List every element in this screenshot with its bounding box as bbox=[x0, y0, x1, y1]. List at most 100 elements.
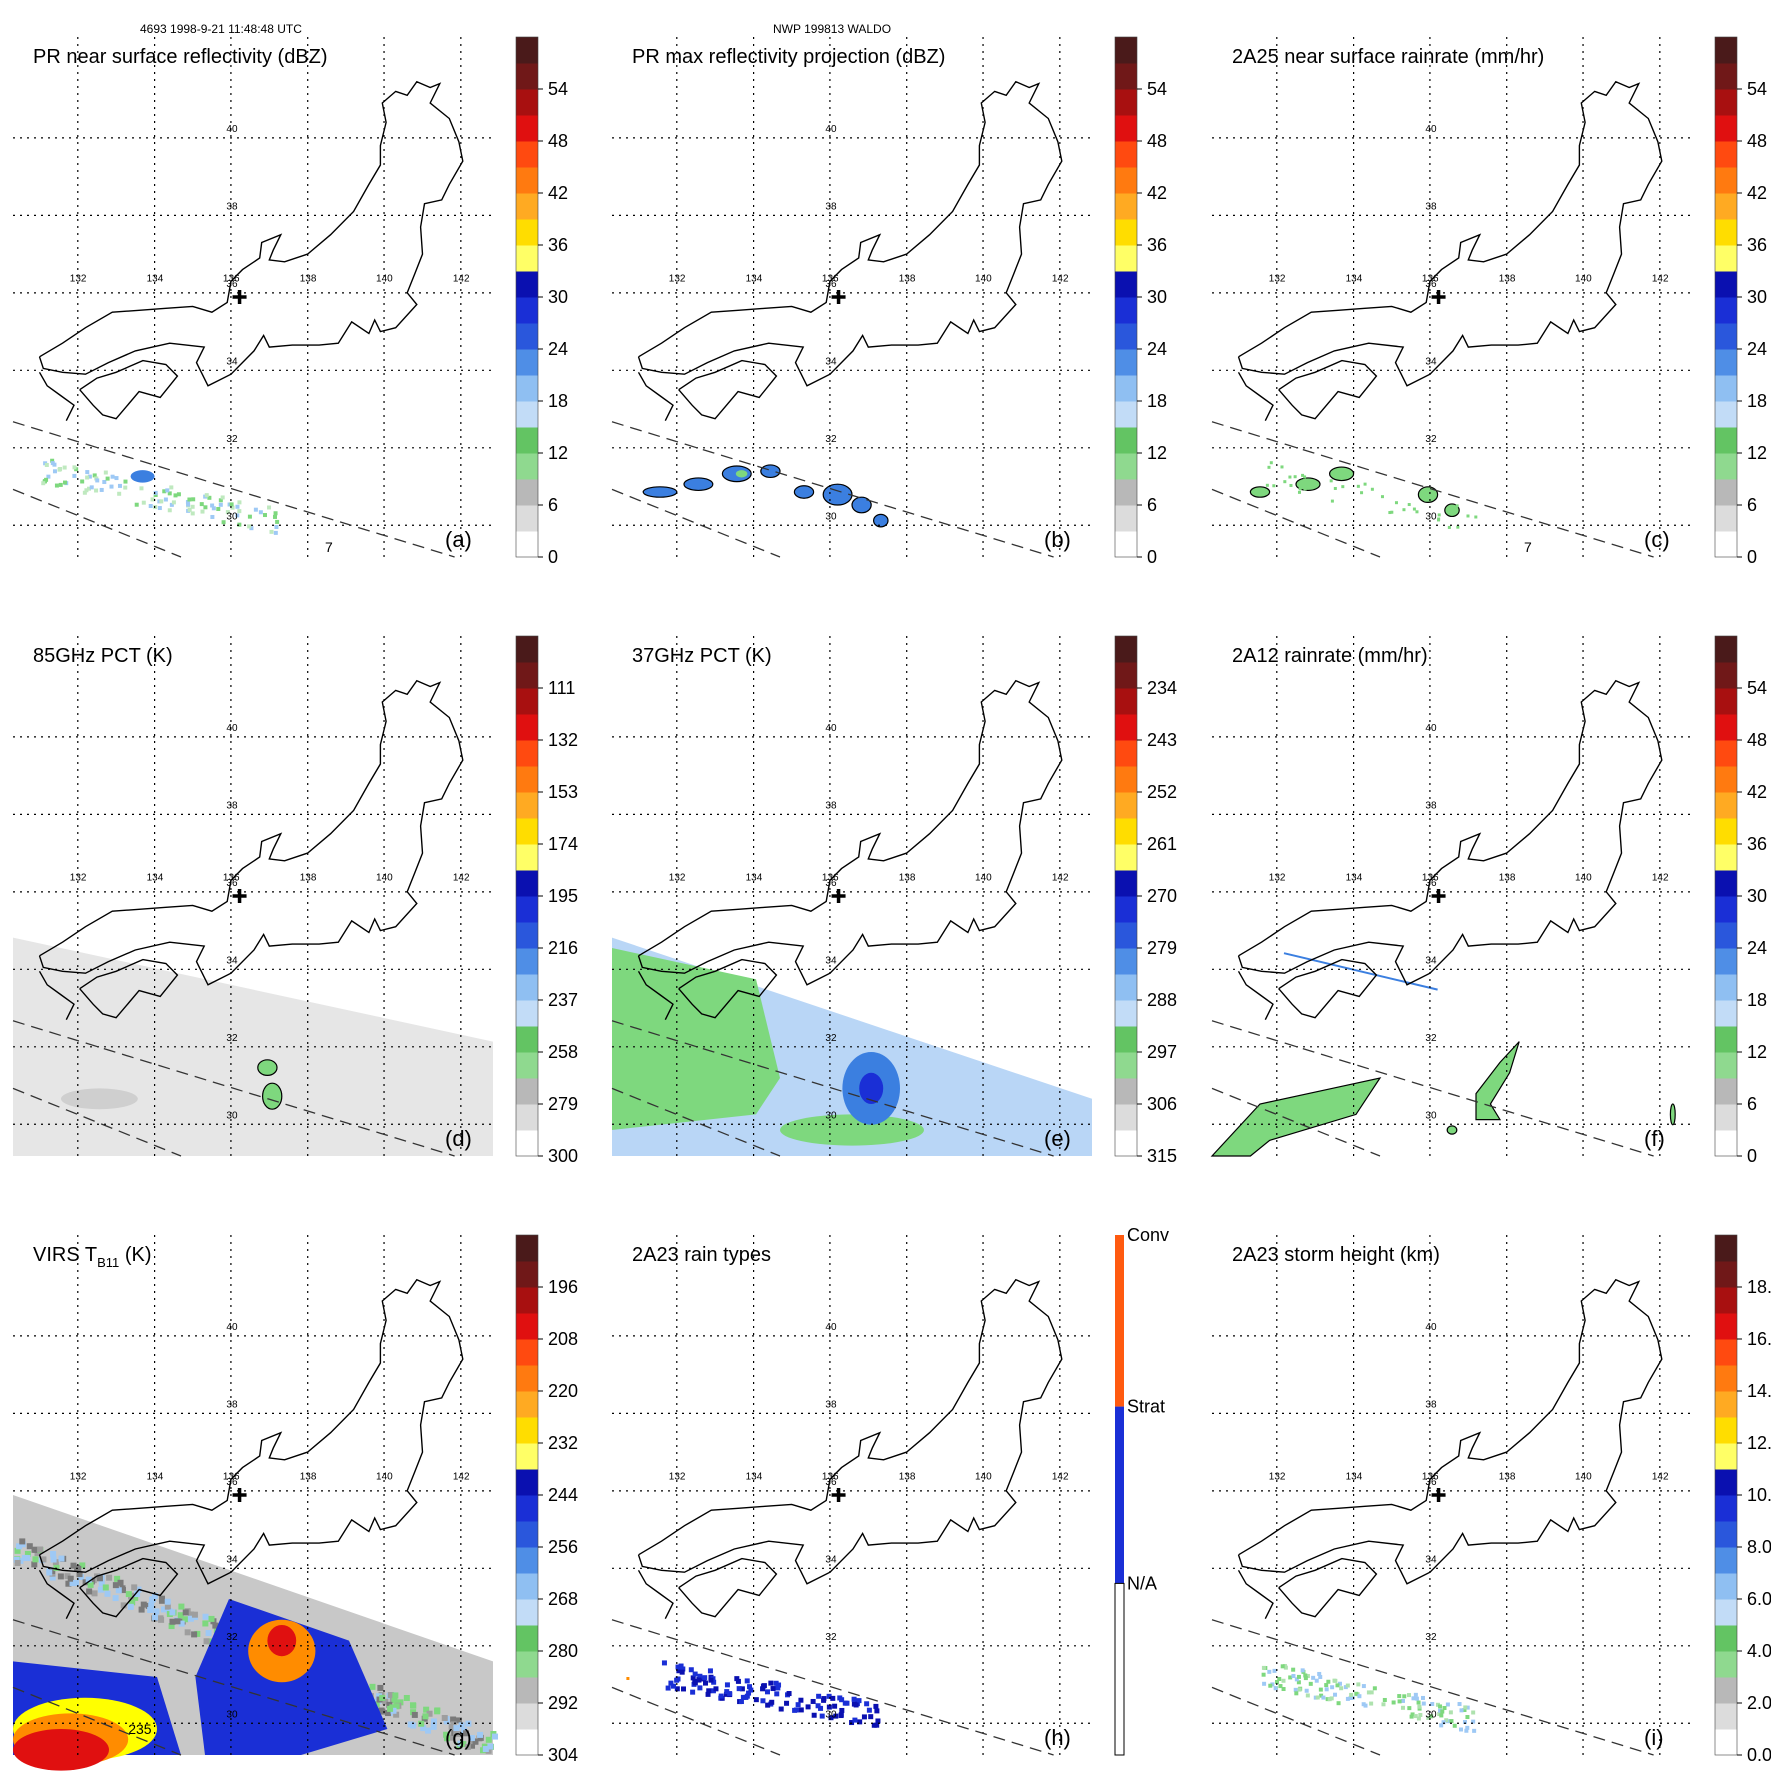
rain-pixel bbox=[874, 1722, 880, 1728]
rain-pixel bbox=[1465, 1705, 1470, 1710]
rain-pixel bbox=[188, 1611, 195, 1618]
rain-pixel bbox=[24, 1555, 31, 1562]
colorbar-tick-label: 244 bbox=[548, 1485, 578, 1505]
rain-pixel bbox=[1268, 1683, 1273, 1688]
lat-tick-label: 38 bbox=[226, 800, 238, 811]
rain-pixel bbox=[1440, 1709, 1445, 1714]
rain-pixel bbox=[50, 458, 55, 463]
swath-edge bbox=[12, 1686, 182, 1756]
panel-title: 2A23 storm height (km) bbox=[1232, 1244, 1440, 1266]
rain-pixel bbox=[178, 1620, 185, 1627]
rain-pixel bbox=[1424, 498, 1428, 502]
rain-pixel bbox=[140, 1601, 147, 1608]
rain-pixel bbox=[838, 1713, 844, 1719]
colorbar-segment bbox=[1115, 37, 1137, 64]
lon-tick-label: 138 bbox=[899, 872, 916, 883]
rain-pixel bbox=[50, 1556, 57, 1563]
colorbar-tick-label: 10.0 bbox=[1747, 1485, 1771, 1505]
lon-tick-label: 132 bbox=[70, 872, 87, 883]
rain-pixel bbox=[62, 465, 67, 470]
colorbar-tick-label: 6 bbox=[1747, 495, 1757, 515]
lat-tick-label: 36 bbox=[1425, 279, 1437, 290]
rain-pixel bbox=[1361, 1702, 1366, 1707]
lon-tick-label: 132 bbox=[1269, 1471, 1286, 1482]
rain-pixel bbox=[1406, 1693, 1411, 1698]
rain-pixel bbox=[88, 1578, 95, 1585]
colorbar-segment bbox=[516, 636, 538, 663]
colorbar-tick-label: 258 bbox=[548, 1042, 578, 1062]
rain-pixel bbox=[1318, 1687, 1323, 1692]
colorbar-segment bbox=[1115, 271, 1137, 298]
rain-pixel bbox=[1420, 1695, 1425, 1700]
colorbar-segment bbox=[516, 1104, 538, 1131]
coastline-shikoku bbox=[678, 359, 778, 420]
colorbar-tick-label: 30 bbox=[548, 287, 568, 307]
rain-pixel bbox=[95, 478, 100, 483]
rain-pixel bbox=[134, 502, 139, 507]
lat-tick-label: 36 bbox=[226, 279, 238, 290]
coastline-kyushu bbox=[38, 1569, 75, 1620]
lat-tick-label: 30 bbox=[825, 1709, 837, 1720]
colorbar-segment bbox=[516, 193, 538, 220]
rain-pixel bbox=[212, 1622, 219, 1629]
rain-pixel bbox=[1412, 507, 1416, 511]
rain-pixel bbox=[165, 488, 170, 493]
colorbar-segment bbox=[516, 1365, 538, 1392]
storm-center-icon bbox=[831, 1488, 846, 1502]
data-field-b bbox=[642, 464, 889, 528]
lat-tick-label: 30 bbox=[226, 1110, 238, 1121]
rain-pixel bbox=[1311, 1675, 1316, 1680]
colorbar-segment bbox=[1715, 1000, 1737, 1027]
lat-tick-label: 30 bbox=[825, 511, 837, 522]
rain-pixel bbox=[448, 1723, 455, 1730]
lat-tick-label: 32 bbox=[226, 1632, 238, 1643]
rain-pixel bbox=[443, 1718, 450, 1725]
rain-pixel bbox=[149, 1596, 156, 1603]
panel-label: (d) bbox=[445, 1126, 472, 1151]
colorbar-segment bbox=[516, 323, 538, 350]
panel-label: (e) bbox=[1044, 1126, 1071, 1151]
rain-pixel bbox=[208, 1615, 215, 1622]
colorbar-tick-label: 304 bbox=[548, 1745, 578, 1765]
colorbar-segment bbox=[516, 974, 538, 1001]
lon-tick-label: 132 bbox=[669, 1471, 686, 1482]
rain-pixel bbox=[186, 502, 191, 507]
rain-pixel bbox=[851, 1701, 857, 1707]
rain-pixel bbox=[82, 490, 87, 495]
rain-pixel bbox=[132, 1594, 139, 1601]
rain-pixel bbox=[1356, 1682, 1361, 1687]
rain-pixel bbox=[1324, 1683, 1329, 1688]
rain-pixel bbox=[403, 1694, 410, 1701]
colorbar-segment bbox=[1715, 323, 1737, 350]
panel-label: (i) bbox=[1644, 1725, 1664, 1750]
colorbar-tick-label: 36 bbox=[1747, 235, 1767, 255]
colorbar-segment bbox=[516, 1287, 538, 1314]
rain-pixel bbox=[164, 1598, 171, 1605]
colorbar-segment bbox=[1115, 1000, 1137, 1027]
rain-pixel bbox=[225, 510, 230, 515]
rain-pixel bbox=[690, 1675, 696, 1681]
lat-tick-label: 40 bbox=[825, 723, 837, 734]
rain-pixel bbox=[815, 1703, 821, 1709]
rain-pixel bbox=[874, 1708, 880, 1714]
colorbar-tick-label: 6 bbox=[1747, 1094, 1757, 1114]
rain-pixel bbox=[851, 1696, 857, 1702]
coastline-kyushu bbox=[1237, 1569, 1274, 1620]
rain-pixel bbox=[487, 1743, 494, 1750]
panel-title: PR near surface reflectivity (dBZ) bbox=[33, 46, 328, 68]
rain-pixel bbox=[106, 1574, 113, 1581]
rain-contour bbox=[822, 483, 853, 506]
rain-pixel bbox=[1464, 1728, 1469, 1733]
rain-pixel bbox=[724, 1682, 730, 1688]
rain-pixel bbox=[703, 1680, 709, 1686]
lat-tick-label: 36 bbox=[1425, 1477, 1437, 1488]
rain-pixel bbox=[65, 1580, 72, 1587]
colorbar-segment bbox=[516, 479, 538, 506]
colorbar-segment bbox=[516, 1000, 538, 1027]
lat-tick-label: 34 bbox=[1425, 1554, 1437, 1565]
rain-pixel bbox=[44, 462, 49, 467]
lon-tick-label: 134 bbox=[1346, 1471, 1363, 1482]
rain-pixel bbox=[275, 519, 280, 524]
colorbar-tick-label: 216 bbox=[548, 938, 578, 958]
